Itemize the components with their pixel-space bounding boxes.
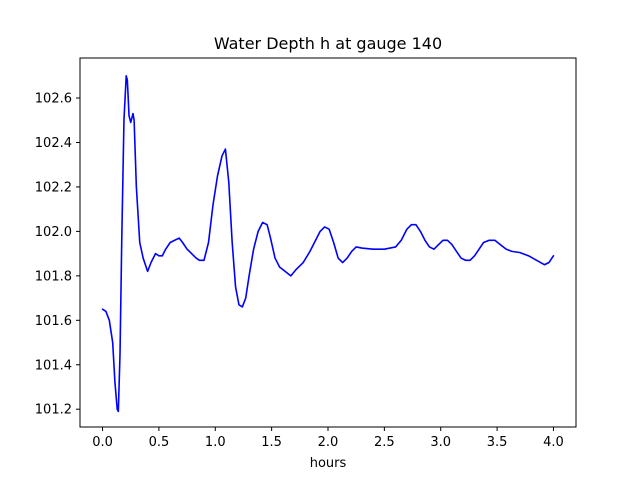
y-tick-label: 101.4: [35, 358, 72, 373]
chart-title: Water Depth h at gauge 140: [214, 34, 442, 53]
x-tick-label: 4.0: [543, 435, 564, 450]
x-tick-label: 2.0: [318, 435, 339, 450]
y-tick-label: 102.0: [35, 225, 72, 240]
y-tick-label: 101.8: [35, 269, 72, 284]
x-axis: 0.0 0.5 1.0 1.5 2.0 2.5 3.0 3.5 4.0: [92, 427, 564, 450]
series-line-0: [101, 74, 555, 413]
x-tick-label: 1.0: [205, 435, 226, 450]
x-tick-label: 2.5: [374, 435, 395, 450]
x-tick-label: 3.0: [430, 435, 451, 450]
x-tick-label: 3.5: [487, 435, 508, 450]
y-tick-label: 102.6: [35, 92, 72, 107]
x-tick-label: 1.5: [261, 435, 282, 450]
x-tick-label: 0.5: [149, 435, 170, 450]
y-axis: 101.2 101.4 101.6 101.8 102.0 102.2 102.4 102.6: [35, 92, 80, 418]
x-tick-label: 0.0: [92, 435, 113, 450]
y-tick-label: 102.4: [35, 136, 72, 151]
plot-area: [79, 57, 577, 428]
y-tick-label: 101.6: [35, 314, 72, 329]
x-axis-label: hours: [310, 456, 347, 471]
plot-frame: [79, 57, 577, 428]
y-tick-label: 101.2: [35, 403, 72, 418]
y-tick-label: 102.2: [35, 180, 72, 195]
